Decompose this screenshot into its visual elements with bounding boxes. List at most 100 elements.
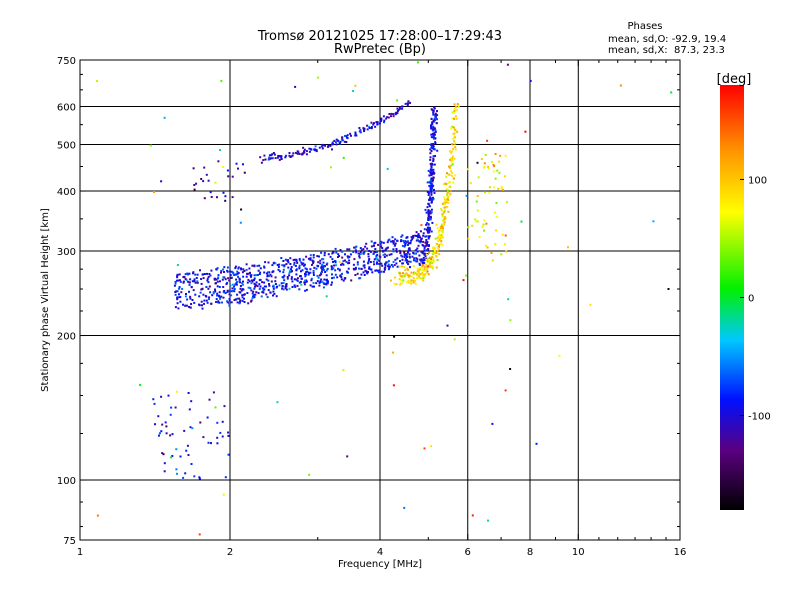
upper-echo-point <box>259 156 262 159</box>
x-trace-point <box>448 181 451 184</box>
o-trace-point <box>391 265 394 268</box>
o-trace-point <box>281 285 284 288</box>
upper-echo-point <box>366 124 369 127</box>
y-tick-label: 400 <box>57 187 76 198</box>
x-trace-point <box>413 279 416 282</box>
outer-x-point <box>492 164 495 166</box>
o-trace-point <box>201 307 204 310</box>
o-cusp-point <box>429 163 432 165</box>
o-cusp-point <box>433 131 436 134</box>
upper-echo-point <box>376 123 379 126</box>
noise-point <box>176 264 179 266</box>
x-trace-point <box>438 235 441 238</box>
o-trace-point <box>386 246 389 249</box>
o-trace-point <box>322 286 325 289</box>
o-trace-point <box>382 254 385 256</box>
o-cusp-point <box>430 177 433 180</box>
low-echo-point <box>190 463 193 465</box>
o-trace-point <box>278 263 281 266</box>
x-trace-point <box>412 272 415 275</box>
o-trace-point <box>191 299 194 301</box>
o-cusp-point <box>427 212 430 215</box>
o-cusp-point <box>428 185 431 187</box>
o-cusp-point <box>432 188 435 191</box>
x-trace-point <box>451 159 454 162</box>
noise-point <box>667 288 670 290</box>
low-echo-point <box>224 476 227 479</box>
o-trace-point <box>281 287 284 290</box>
noise-point <box>300 283 303 286</box>
x-trace-point <box>408 276 411 279</box>
o-trace-point <box>337 267 339 270</box>
o-trace-point <box>192 272 194 275</box>
o-trace-point <box>401 234 404 237</box>
o-cusp-point <box>427 248 429 251</box>
o-trace-point <box>356 263 359 266</box>
x-trace-point <box>414 272 417 275</box>
upper-echo-point <box>303 148 306 151</box>
o-trace-point <box>356 261 359 264</box>
noise-point <box>354 84 357 87</box>
x-trace-point <box>450 127 453 130</box>
o-trace-point <box>247 278 250 281</box>
low-echo-point <box>216 442 219 445</box>
o-cusp-point <box>432 109 435 112</box>
outer-x-point <box>483 229 485 232</box>
noise-point <box>170 456 173 459</box>
o-cusp-point <box>430 162 433 165</box>
o-trace-point <box>304 289 307 292</box>
x-trace-point <box>440 242 443 245</box>
o-trace-point <box>245 268 248 271</box>
upper-echo-point <box>401 105 404 108</box>
o-cusp-point <box>430 184 433 187</box>
o-trace-point <box>354 246 357 249</box>
outer-x-point <box>476 220 479 223</box>
o-trace-point <box>358 267 360 270</box>
x-trace-point <box>443 216 446 219</box>
o-cusp-point <box>430 168 433 171</box>
x-trace-point <box>393 282 396 285</box>
x-trace-point <box>446 205 449 208</box>
o-trace-point <box>235 282 238 285</box>
o-cusp-point <box>425 211 428 214</box>
upper-echo-point <box>386 116 389 119</box>
o-trace-point <box>419 230 422 233</box>
x-tick-label: 4 <box>377 547 383 558</box>
x-trace-point <box>452 147 455 150</box>
x-trace-point <box>420 277 423 280</box>
o-trace-point <box>199 291 202 294</box>
x-trace-point <box>445 175 448 178</box>
o-trace-point <box>240 268 243 271</box>
o-trace-point <box>362 248 365 251</box>
o-cusp-point <box>430 125 433 128</box>
upper-echo-point <box>264 158 267 161</box>
low-echo-point <box>175 448 178 451</box>
o-trace-point <box>390 240 392 243</box>
low-echo-point <box>206 416 209 419</box>
upper-echo-point <box>358 127 361 129</box>
o-trace-point <box>387 260 390 263</box>
o-cusp-point <box>418 262 421 265</box>
o-trace-point <box>403 241 406 244</box>
o-trace-point <box>342 279 345 282</box>
noise-point <box>535 442 538 445</box>
o-trace-point <box>300 270 302 273</box>
o-cusp-point <box>427 245 430 247</box>
low-echo-point <box>216 421 219 424</box>
outer-x-point <box>467 226 470 229</box>
o-cusp-point <box>420 258 423 261</box>
upper-echo-point <box>303 150 305 153</box>
upper-echo-point <box>321 147 324 150</box>
o-trace-point <box>260 295 263 298</box>
o-trace-point <box>303 281 306 284</box>
colorbar-tick-label: 0 <box>748 294 754 305</box>
o-trace-point <box>209 291 212 294</box>
o-trace-point <box>217 300 220 303</box>
outer-x-point <box>476 209 479 212</box>
low-echo-point <box>212 391 215 394</box>
x-trace-point <box>448 150 451 153</box>
upper-echo-point <box>373 122 375 125</box>
o-trace-point <box>318 281 321 284</box>
x-trace-point <box>429 265 432 268</box>
